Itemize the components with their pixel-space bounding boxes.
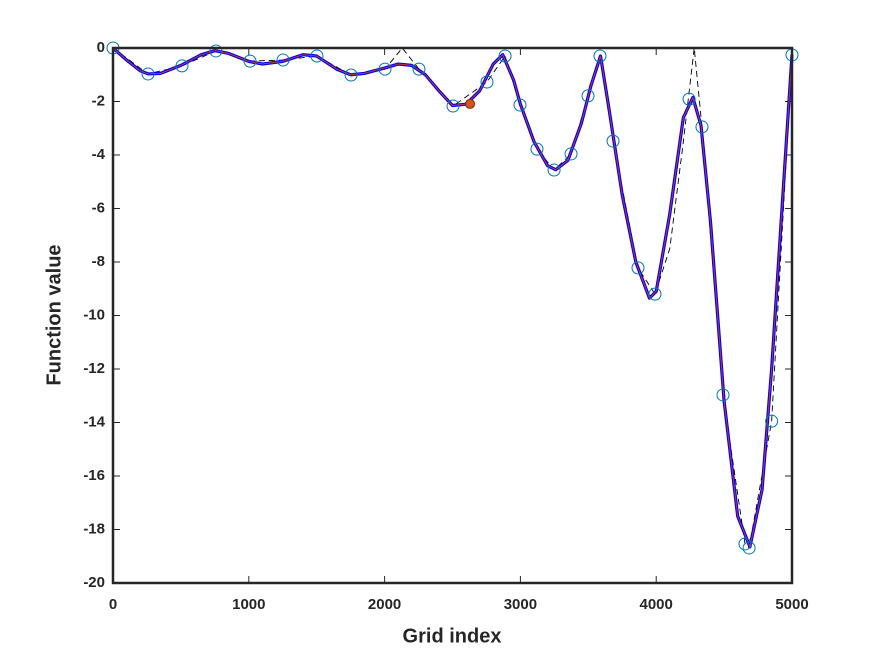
point-marker: [209, 44, 223, 58]
y-tick-label: -12: [83, 360, 105, 377]
point-marker: [547, 163, 561, 177]
x-tick-label: 5000: [775, 596, 808, 613]
y-tick-label: -4: [92, 146, 106, 163]
point-marker: [446, 99, 460, 113]
point-marker: [175, 59, 189, 73]
point-marker: [530, 142, 544, 156]
y-tick-label: -2: [92, 92, 105, 109]
point-marker: [513, 98, 527, 112]
point-marker: [648, 287, 662, 301]
x-tick-label: 2000: [368, 596, 401, 613]
y-tick-label: -20: [83, 574, 105, 591]
point-marker: [480, 75, 494, 89]
point-marker: [581, 89, 595, 103]
y-tick-label: -8: [92, 253, 105, 270]
point-marker: [243, 54, 257, 68]
x-tick-label: 4000: [640, 596, 673, 613]
x-tick-label: 3000: [504, 596, 537, 613]
point-marker: [344, 68, 358, 82]
y-tick-label: -6: [92, 199, 105, 216]
point-marker: [738, 537, 752, 551]
y-tick-label: -16: [83, 467, 105, 484]
y-tick-label: -14: [83, 413, 105, 430]
point-marker: [742, 541, 756, 555]
series-line: [112, 47, 793, 548]
point-marker: [682, 92, 696, 106]
point-marker: [378, 62, 392, 76]
point-marker: [765, 414, 779, 428]
y-axis-label: Function value: [43, 244, 65, 385]
point-marker: [564, 147, 578, 161]
point-marker: [593, 49, 607, 63]
point-marker: [141, 67, 155, 81]
point-marker: [631, 261, 645, 275]
plot-area: [113, 48, 792, 583]
point-marker: [498, 49, 512, 63]
point-marker: [310, 49, 324, 63]
point-marker: [606, 134, 620, 148]
point-marker: [276, 53, 290, 67]
x-tick-label: 0: [109, 596, 117, 613]
point-marker: [716, 388, 730, 402]
point-marker: [465, 98, 476, 109]
x-axis-label: Grid index: [403, 625, 502, 647]
point-marker: [412, 62, 426, 76]
point-marker: [695, 120, 709, 134]
y-tick-label: -10: [83, 306, 105, 323]
x-tick-label: 1000: [232, 596, 265, 613]
axes-box: [111, 46, 794, 585]
y-tick-label: -18: [83, 520, 105, 537]
y-tick-label: 0: [97, 39, 105, 56]
